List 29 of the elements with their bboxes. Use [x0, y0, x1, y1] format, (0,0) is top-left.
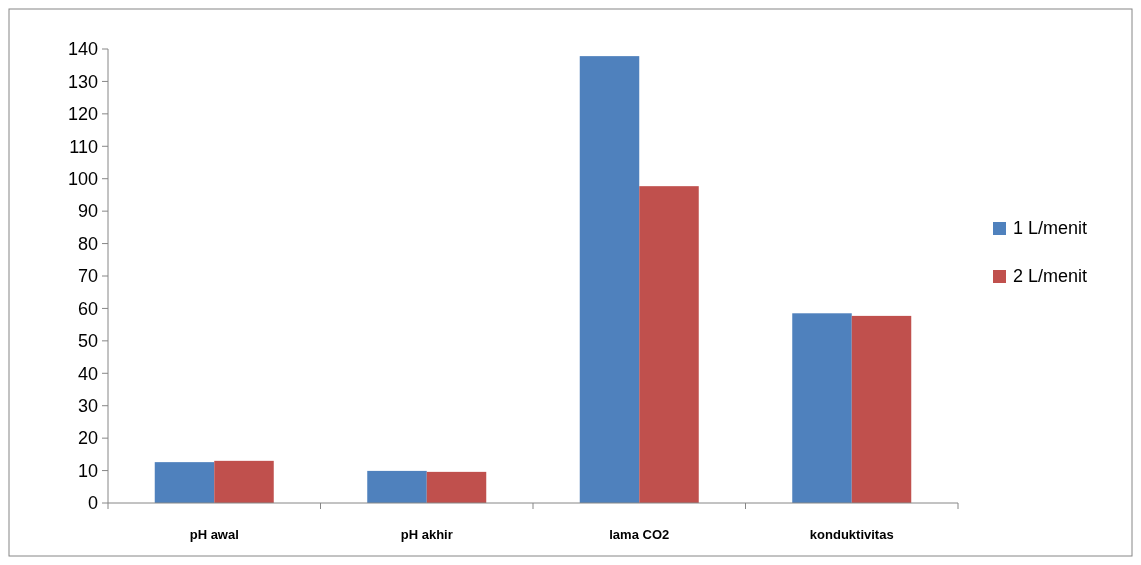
x-tick-label: lama CO2 [609, 527, 670, 542]
bar [792, 313, 852, 503]
y-tick-label: 140 [67, 39, 98, 60]
bar [639, 186, 699, 503]
y-tick-label: 100 [67, 169, 98, 190]
legend-label: 1 L/menit [1013, 218, 1088, 239]
y-tick-label: 80 [77, 233, 98, 254]
bar [851, 315, 912, 503]
y-tick-label: 0 [87, 493, 98, 514]
bar [214, 460, 274, 503]
y-tick-label: 40 [77, 363, 98, 384]
y-tick-label: 110 [69, 136, 98, 157]
bar [579, 56, 640, 503]
y-tick-label: 10 [77, 460, 98, 481]
x-tick-label: konduktivitas [809, 527, 894, 542]
bar [367, 470, 427, 503]
y-tick-label: 70 [77, 266, 98, 287]
y-tick-label: 50 [77, 331, 98, 352]
bar [426, 471, 487, 503]
y-tick-label: 30 [77, 396, 98, 417]
y-tick-label: 60 [77, 298, 98, 319]
x-tick-label: pH akhir [400, 527, 453, 542]
bar [154, 462, 215, 503]
y-tick-label: 90 [77, 201, 98, 222]
y-tick-label: 130 [67, 71, 98, 92]
y-tick-label: 120 [67, 104, 98, 125]
legend-label: 2 L/menit [1013, 266, 1088, 287]
y-tick-label: 20 [77, 428, 98, 449]
x-tick-label: pH awal [189, 527, 239, 542]
